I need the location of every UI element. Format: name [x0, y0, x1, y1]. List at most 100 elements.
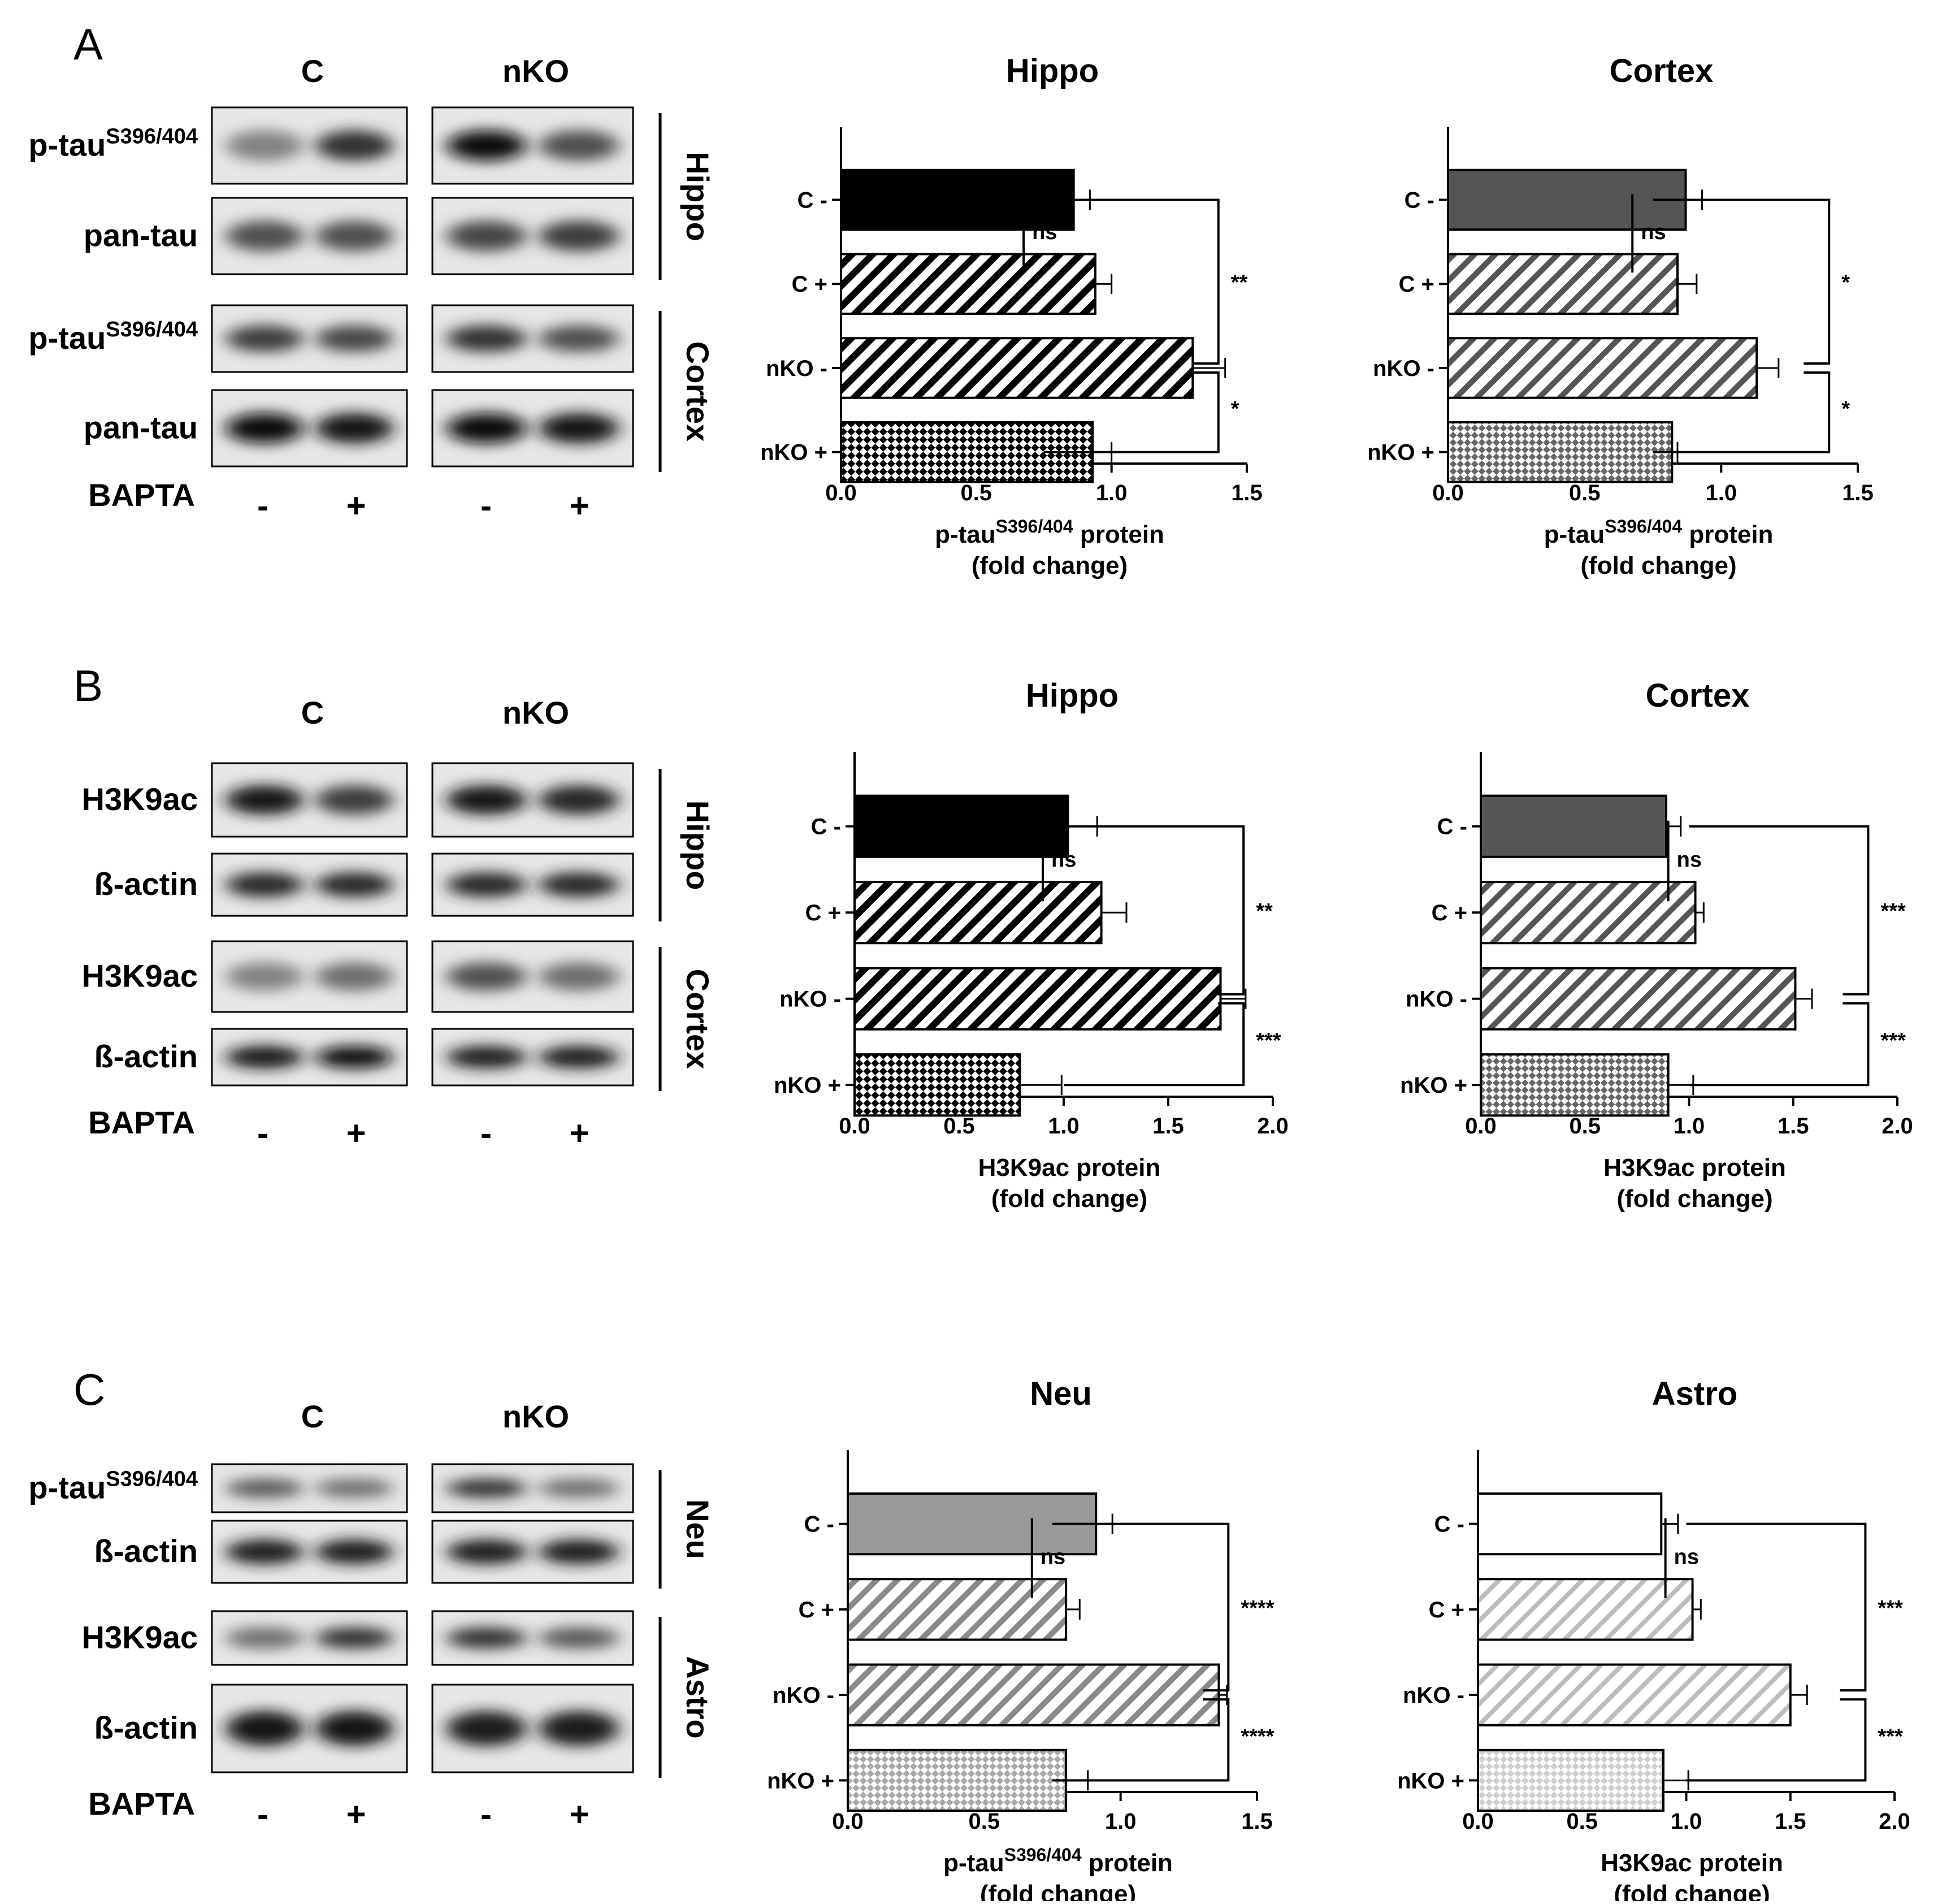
treatment-label: BAPTA	[88, 1105, 195, 1140]
blot-band	[446, 130, 527, 161]
significance-bracket	[1052, 1698, 1230, 1782]
region-label: Hippo	[680, 152, 716, 241]
significance-label: ns	[1674, 1545, 1699, 1569]
blot-row-label: pan-tau	[84, 218, 198, 253]
x-tick-label: 0.0	[825, 481, 857, 505]
blot-band	[226, 1478, 304, 1498]
x-axis-label-line2: (fold change)	[972, 552, 1128, 579]
blot-band	[315, 872, 393, 897]
significance-label: **	[1256, 899, 1273, 923]
treatment-sign: +	[569, 1795, 589, 1833]
blot-band	[226, 872, 304, 897]
x-axis-label-line2: (fold change)	[1580, 552, 1736, 579]
bar	[1447, 168, 1687, 231]
significance-label: ****	[1241, 1725, 1274, 1749]
blot-band	[315, 1711, 393, 1746]
x-tick-label: 0.5	[1569, 1114, 1601, 1139]
x-tick-label: 0.5	[1566, 1809, 1598, 1834]
blot-row-label-main: p-tau	[28, 1470, 106, 1505]
y-tick-label: C +	[1429, 1598, 1464, 1622]
blot-row-label-main: H3K9ac	[82, 1620, 198, 1655]
chart-4: Neu 0.0 0.5 1.0 1.5 C - C + nKO - nKO + p-tauS396…	[767, 1375, 1275, 1904]
bar	[1480, 794, 1667, 858]
blot-row-label: p-tauS396/404	[28, 125, 198, 163]
bar	[1477, 1749, 1664, 1812]
y-tick-label: nKO +	[767, 1768, 834, 1793]
x-tick-label: 1.5	[1152, 1114, 1184, 1139]
chart-title: Hippo	[1026, 677, 1119, 714]
treatment-sign: +	[346, 1114, 366, 1152]
x-axis-label: H3K9ac protein	[1603, 1154, 1786, 1182]
y-tick-label: C +	[805, 901, 841, 925]
x-tick-label: 1.0	[1096, 481, 1128, 505]
group-label-c: C	[301, 695, 324, 730]
blot-row-label-main: p-tau	[28, 127, 106, 163]
y-tick-label: C -	[797, 188, 827, 213]
x-axis-label-rest: protein	[1082, 1849, 1173, 1877]
region-label: Cortex	[680, 341, 716, 442]
bar	[1480, 967, 1797, 1031]
x-axis-label-main: H3K9ac	[1603, 1154, 1694, 1182]
blot-band	[539, 962, 619, 991]
blot-panel-a: AC nKOp-tauS396/404pan-taup-tauS396/404pa…	[28, 19, 716, 525]
blot-band	[539, 1711, 619, 1746]
x-tick-label: 1.0	[1674, 1114, 1705, 1139]
x-axis-label: p-tauS396/404 protein	[943, 1845, 1173, 1877]
significance-label: ***	[1880, 1029, 1906, 1053]
blot-row-label: H3K9ac	[82, 781, 198, 817]
x-axis-label-rest: protein	[1695, 1154, 1786, 1182]
x-axis-label: p-tauS396/404 protein	[935, 516, 1164, 548]
y-tick-label: C -	[811, 815, 841, 840]
y-tick-label: nKO -	[1406, 987, 1467, 1012]
significance-bracket	[1689, 1002, 1870, 1087]
significance-label: ns	[1641, 220, 1666, 244]
blot-band	[539, 220, 619, 252]
x-tick-label: 0.5	[961, 481, 992, 505]
bar	[847, 1749, 1068, 1812]
x-axis-label: p-tauS396/404 protein	[1544, 516, 1774, 548]
x-tick-label: 1.5	[1775, 1809, 1806, 1834]
x-axis-label-line2: (fold change)	[1616, 1185, 1772, 1213]
bar	[1447, 253, 1679, 315]
blot-panel-c: C C nKO p-tauS396/404 ß-actin H3K9ac ß-actin Ne…	[28, 1365, 716, 1833]
blot-row-label-main: ß-actin	[94, 866, 198, 902]
chart-0: Hippo 0.0 0.5 1.0 1.5 C - C + nKO - nKO + p-tauS3…	[760, 53, 1263, 579]
bar	[853, 967, 1222, 1031]
blot-membrane	[211, 1684, 408, 1773]
significance-label: *	[1841, 397, 1850, 421]
chart-1: Cortex 0.0 0.5 1.0 1.5 C - C + nKO - nKO + p-tauS…	[1367, 53, 1874, 579]
x-axis-label-main: H3K9ac	[1601, 1849, 1692, 1877]
x-tick-label: 1.0	[1671, 1809, 1702, 1834]
x-tick-label: 1.0	[1048, 1114, 1080, 1139]
significance-bracket	[1653, 198, 1831, 365]
group-label-nko: nKO	[502, 695, 569, 730]
x-axis-label-main: H3K9ac	[978, 1154, 1069, 1182]
blot-band	[315, 1046, 393, 1068]
bar	[840, 168, 1075, 231]
chart-5: Astro 0.0 0.5 1.0 1.5 2.0 C - C + nKO - nKO + H3K9…	[1397, 1375, 1910, 1904]
bar	[840, 253, 1096, 315]
x-tick-label: 1.5	[1231, 481, 1263, 505]
significance-label: *	[1231, 397, 1239, 421]
bar	[853, 1053, 1021, 1117]
region-label: Neu	[680, 1499, 716, 1559]
blot-row-label-main: pan-tau	[84, 218, 198, 253]
treatment-sign: -	[257, 1795, 268, 1833]
bar	[847, 1663, 1220, 1726]
chart-title: Hippo	[1006, 53, 1099, 89]
y-tick-label: C -	[1405, 188, 1434, 213]
chart-title: Astro	[1652, 1375, 1737, 1412]
panel-letter: A	[73, 19, 103, 69]
blot-band	[226, 1711, 304, 1746]
x-axis-label-main: p-tau	[943, 1849, 1004, 1877]
significance-label: ***	[1880, 899, 1906, 923]
blot-band	[539, 1627, 619, 1649]
bar	[847, 1578, 1068, 1641]
blot-row-label-main: H3K9ac	[82, 781, 198, 817]
y-tick-label: nKO -	[779, 987, 841, 1012]
significance-label: ns	[1032, 220, 1057, 244]
y-tick-label: C +	[792, 272, 827, 297]
blot-band	[226, 1046, 304, 1068]
blot-row-label: p-tauS396/404	[28, 318, 198, 356]
